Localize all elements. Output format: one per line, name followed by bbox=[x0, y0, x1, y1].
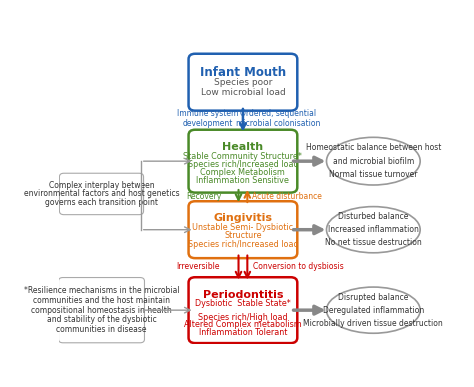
Text: Low microbial load: Low microbial load bbox=[201, 88, 285, 97]
Text: Inflammation Sensitive: Inflammation Sensitive bbox=[197, 176, 289, 185]
Text: Ordered, sequential
microbial colonisation: Ordered, sequential microbial colonisati… bbox=[236, 109, 320, 128]
Text: Structure: Structure bbox=[224, 231, 262, 240]
Text: Conversion to dysbiosis: Conversion to dysbiosis bbox=[253, 262, 344, 271]
Text: Health: Health bbox=[222, 142, 264, 152]
Text: Infant Mouth: Infant Mouth bbox=[200, 65, 286, 79]
Text: Species rich/High load: Species rich/High load bbox=[198, 313, 288, 322]
Text: and microbial biofilm: and microbial biofilm bbox=[333, 157, 414, 166]
Text: Disrupted balance: Disrupted balance bbox=[338, 293, 409, 302]
Text: communities and the host maintain: communities and the host maintain bbox=[33, 296, 170, 305]
FancyBboxPatch shape bbox=[189, 54, 297, 111]
Text: Disturbed balance: Disturbed balance bbox=[338, 212, 409, 221]
FancyBboxPatch shape bbox=[189, 130, 297, 193]
FancyBboxPatch shape bbox=[59, 173, 144, 215]
Text: governs each transition point: governs each transition point bbox=[45, 198, 158, 207]
Text: Gingivitis: Gingivitis bbox=[213, 213, 273, 223]
Text: No net tissue destruction: No net tissue destruction bbox=[325, 238, 422, 247]
Text: Species rich/Increased load: Species rich/Increased load bbox=[188, 240, 298, 249]
FancyBboxPatch shape bbox=[189, 201, 297, 258]
Text: *Resilience mechanisms in the microbial: *Resilience mechanisms in the microbial bbox=[24, 286, 179, 295]
Text: Recovery: Recovery bbox=[187, 192, 222, 200]
Ellipse shape bbox=[327, 137, 420, 185]
Text: Complex interplay between: Complex interplay between bbox=[49, 181, 155, 190]
Text: Periodontitis: Periodontitis bbox=[203, 290, 283, 300]
Text: Stable Community Structure*: Stable Community Structure* bbox=[183, 152, 302, 161]
Text: communities in disease: communities in disease bbox=[56, 325, 147, 334]
Text: Acute disturbance: Acute disturbance bbox=[252, 192, 322, 200]
Text: Normal tissue turnover: Normal tissue turnover bbox=[329, 170, 418, 179]
Text: Increased inflammation: Increased inflammation bbox=[328, 225, 419, 234]
Text: Altered Complex metabolism: Altered Complex metabolism bbox=[184, 320, 302, 329]
Text: environmental factors and host genetics: environmental factors and host genetics bbox=[24, 190, 179, 199]
Text: Immune system
development: Immune system development bbox=[177, 109, 239, 128]
Text: Species rich/Increased load: Species rich/Increased load bbox=[188, 159, 298, 168]
Text: Dysbiotic  Stable State*: Dysbiotic Stable State* bbox=[195, 299, 291, 308]
Ellipse shape bbox=[327, 207, 420, 253]
FancyBboxPatch shape bbox=[189, 277, 297, 343]
Text: Deregulated inflammation: Deregulated inflammation bbox=[323, 306, 424, 315]
Text: compositional homeostasis in health: compositional homeostasis in health bbox=[31, 306, 172, 315]
Text: and stability of the dysbiotic: and stability of the dysbiotic bbox=[46, 315, 156, 324]
Ellipse shape bbox=[327, 287, 420, 333]
Text: Inflammation Tolerant: Inflammation Tolerant bbox=[199, 327, 287, 337]
Text: Microbially driven tissue destruction: Microbially driven tissue destruction bbox=[303, 319, 443, 327]
Text: Irreversible: Irreversible bbox=[176, 262, 220, 271]
Text: Unstable Semi- Dysbiotic: Unstable Semi- Dysbiotic bbox=[192, 223, 293, 232]
Text: Homeostatic balance between host: Homeostatic balance between host bbox=[306, 143, 441, 152]
Text: Complex Metabolism: Complex Metabolism bbox=[201, 168, 285, 176]
FancyBboxPatch shape bbox=[58, 277, 145, 343]
Text: Species poor: Species poor bbox=[214, 78, 272, 87]
